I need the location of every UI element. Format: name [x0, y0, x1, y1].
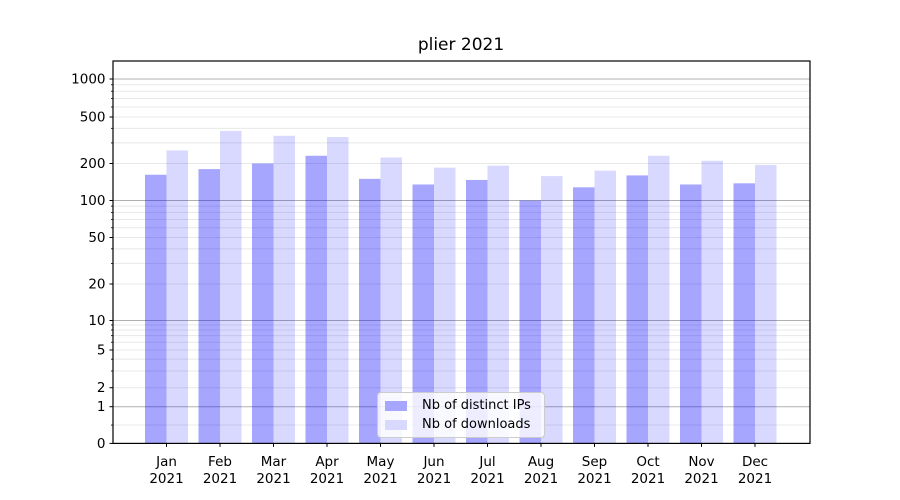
x-tick-label-month-jun: Jun: [422, 454, 444, 470]
x-tick-label-year-feb: 2021: [203, 471, 237, 487]
x-tick-label-month-aug: Aug: [528, 454, 554, 470]
x-tick-label-month-mar: Mar: [261, 454, 287, 470]
bar-distinct-ips-nov: [680, 184, 702, 444]
y-tick-label-200: 200: [80, 156, 106, 172]
legend-label-distinct-ips: Nb of distinct IPs: [422, 398, 531, 413]
x-tick-label-month-sep: Sep: [582, 454, 607, 470]
legend-swatch-downloads: [385, 419, 407, 430]
x-tick-label-month-nov: Nov: [688, 454, 714, 470]
bar-distinct-ips-aug: [519, 200, 541, 444]
bar-downloads-dec: [755, 164, 777, 444]
x-tick-label-month-apr: Apr: [315, 454, 339, 470]
bar-downloads-apr: [327, 137, 349, 444]
y-tick-label-50: 50: [88, 230, 105, 246]
x-tick-label-year-mar: 2021: [256, 471, 290, 487]
axis-layer: 01251020501002005001000Jan2021Feb2021Mar…: [71, 60, 811, 487]
y-tick-label-0: 0: [97, 436, 106, 452]
legend-item-distinct-ips: Nb of distinct IPs: [385, 397, 544, 414]
bar-distinct-ips-jan: [145, 174, 167, 444]
bar-distinct-ips-sep: [573, 187, 595, 444]
bar-downloads-feb: [220, 130, 242, 444]
bar-distinct-ips-mar: [252, 163, 274, 444]
x-tick-label-month-feb: Feb: [208, 454, 232, 470]
y-tick-label-1: 1: [97, 399, 106, 415]
bar-downloads-sep: [594, 170, 616, 444]
x-tick-label-year-dec: 2021: [738, 471, 772, 487]
bar-downloads-mar: [273, 135, 295, 444]
chart-title: plier 2021: [418, 35, 504, 55]
grid-layer: [113, 78, 810, 426]
y-tick-label-100: 100: [80, 193, 106, 209]
x-tick-label-month-jul: Jul: [478, 454, 495, 470]
legend-swatch-distinct-ips: [385, 400, 407, 411]
legend-item-downloads: Nb of downloads: [385, 416, 544, 433]
y-tick-label-5: 5: [97, 343, 106, 359]
bar-distinct-ips-apr: [305, 155, 327, 444]
bar-downloads-aug: [541, 176, 563, 444]
bar-distinct-ips-may: [359, 178, 381, 444]
bar-distinct-ips-jun: [412, 184, 434, 444]
y-tick-label-500: 500: [80, 110, 106, 126]
x-tick-label-month-oct: Oct: [636, 454, 659, 470]
legend: Nb of distinct IPs Nb of downloads: [377, 392, 545, 438]
bar-distinct-ips-oct: [626, 175, 648, 444]
y-tick-label-20: 20: [88, 277, 105, 293]
x-tick-label-month-may: May: [367, 454, 395, 470]
legend-label-downloads: Nb of downloads: [422, 417, 531, 432]
bar-downloads-jul: [487, 165, 509, 444]
bar-downloads-may: [380, 157, 402, 444]
bar-layer: [145, 130, 777, 444]
x-tick-label-year-nov: 2021: [684, 471, 718, 487]
x-tick-label-year-jul: 2021: [470, 471, 504, 487]
bar-downloads-oct: [648, 155, 670, 444]
x-tick-label-month-dec: Dec: [742, 454, 768, 470]
x-tick-label-month-jan: Jan: [155, 454, 177, 470]
axes-spines: [112, 60, 811, 444]
x-tick-label-year-oct: 2021: [631, 471, 665, 487]
bar-downloads-jan: [166, 150, 188, 444]
y-tick-label-2: 2: [97, 380, 106, 396]
y-tick-label-1000: 1000: [71, 72, 105, 88]
bar-downloads-jun: [434, 167, 456, 444]
bar-downloads-nov: [701, 160, 723, 444]
x-tick-label-year-apr: 2021: [310, 471, 344, 487]
bar-distinct-ips-dec: [733, 183, 755, 444]
x-tick-label-year-aug: 2021: [524, 471, 558, 487]
bar-distinct-ips-jul: [466, 179, 488, 444]
x-tick-label-year-jun: 2021: [417, 471, 451, 487]
bar-distinct-ips-feb: [198, 169, 220, 444]
y-tick-label-10: 10: [88, 313, 105, 329]
x-tick-label-year-sep: 2021: [577, 471, 611, 487]
x-tick-label-year-jan: 2021: [149, 471, 183, 487]
x-tick-label-year-may: 2021: [363, 471, 397, 487]
